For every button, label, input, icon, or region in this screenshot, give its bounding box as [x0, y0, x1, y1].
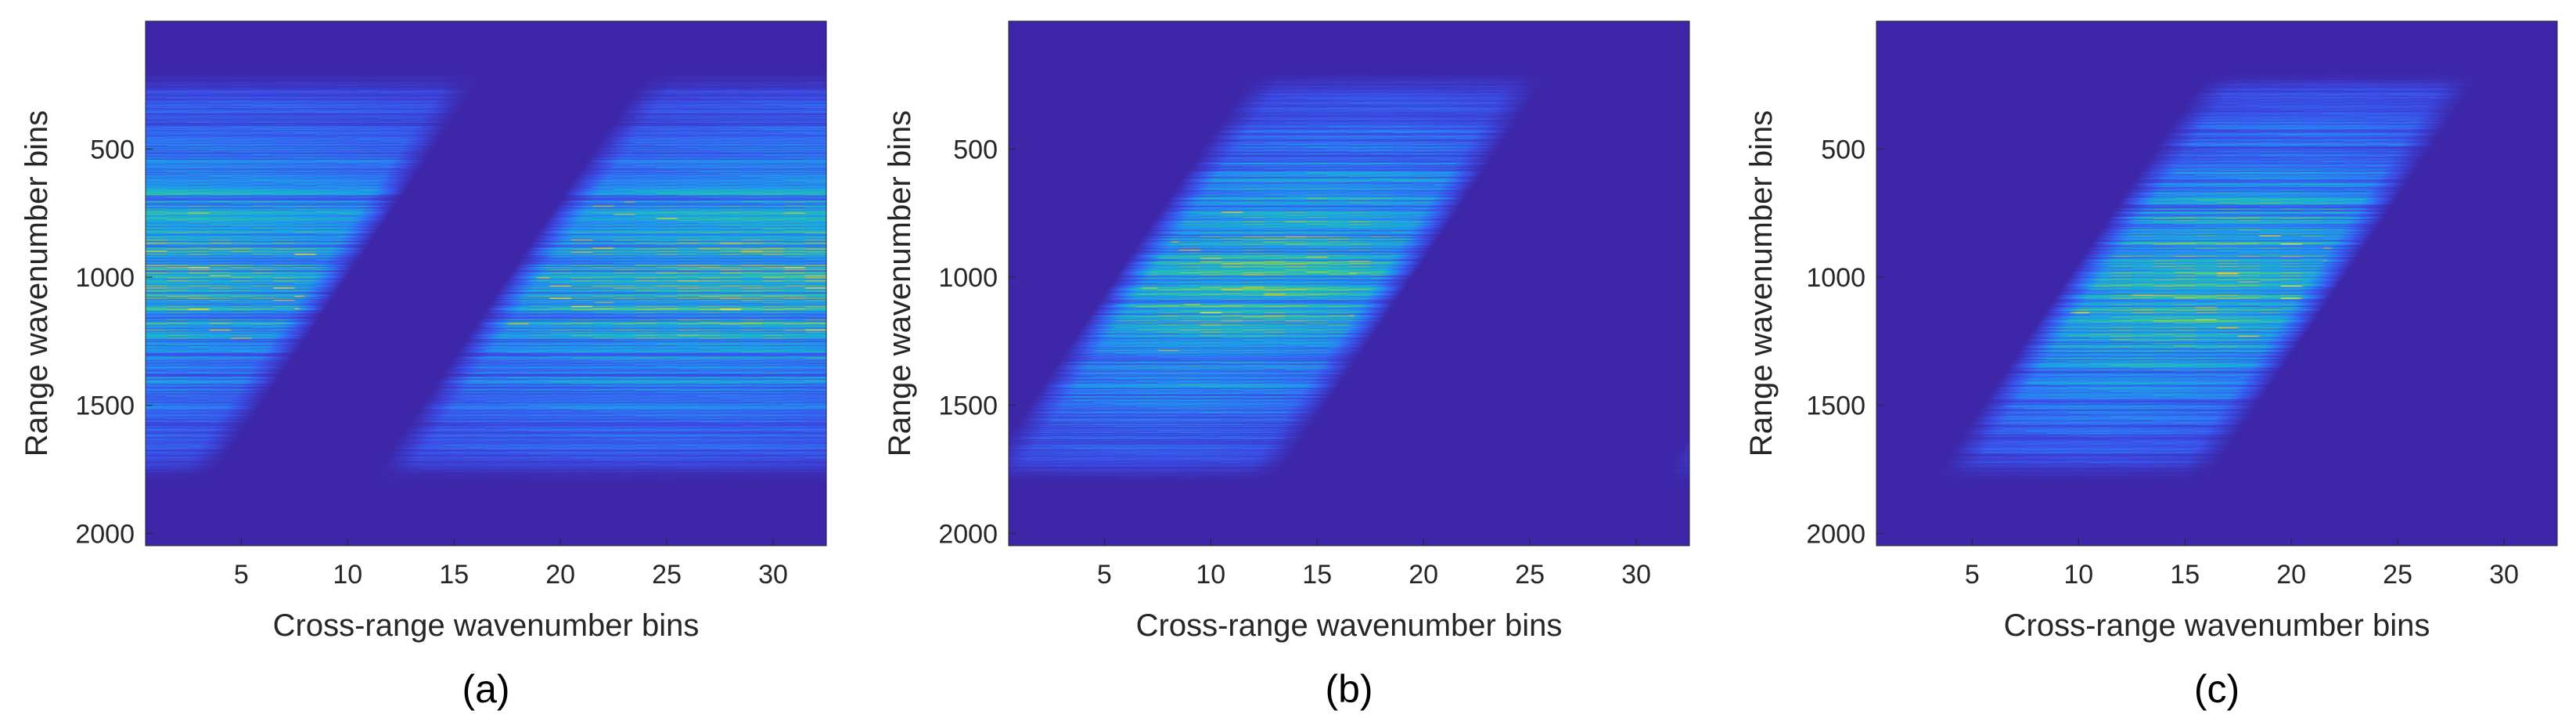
- plot-frame: [1876, 20, 2558, 546]
- x-tick-label: 15: [1302, 560, 1332, 590]
- y-axis-label: Range wavenumber bins: [883, 110, 917, 456]
- y-tick-label: 1000: [75, 263, 135, 293]
- x-axis-label: Cross-range wavenumber bins: [1136, 608, 1563, 643]
- panel-caption: (b): [1325, 667, 1373, 711]
- x-tick-label: 5: [1097, 560, 1112, 590]
- panel-a-svg: 5 10 15 20 25 30 500 1000 1500 2000 Cross-range …: [20, 20, 827, 711]
- panel-b: 5 10 15 20 25 30 500 1000 1500 2000 Cross-range …: [863, 0, 1724, 725]
- x-tick-label: 25: [1515, 560, 1545, 590]
- heatmap-image: [1009, 21, 1689, 546]
- y-tick-label: 2000: [75, 519, 135, 549]
- y-axis-label: Range wavenumber bins: [20, 110, 54, 456]
- y-tick-label: 2000: [938, 519, 998, 549]
- x-tick-label: 25: [652, 560, 682, 590]
- y-tick-label: 500: [953, 135, 998, 164]
- x-ticks: 5 10 15 20 25 30: [1965, 539, 2519, 590]
- y-tick-label: 500: [90, 135, 135, 164]
- x-axis-label: Cross-range wavenumber bins: [2004, 608, 2430, 643]
- y-tick-label: 500: [1821, 135, 1865, 164]
- x-tick-label: 5: [1965, 560, 1980, 590]
- panel-caption: (a): [462, 667, 509, 711]
- x-tick-label: 15: [439, 560, 469, 590]
- y-ticks: 500 1000 1500 2000: [75, 135, 153, 549]
- plot-frame: [1008, 20, 1690, 546]
- x-ticks: 5 10 15 20 25 30: [234, 539, 788, 590]
- y-tick-label: 1000: [938, 263, 998, 293]
- y-axis-label: Range wavenumber bins: [1744, 110, 1779, 456]
- x-ticks: 5 10 15 20 25 30: [1097, 539, 1651, 590]
- heatmap-image: [146, 21, 826, 546]
- panel-b-svg: 5 10 15 20 25 30 500 1000 1500 2000 Cross-range …: [883, 20, 1690, 711]
- panel-c-svg: 5 10 15 20 25 30 500 1000 1500 2000 Cross-range …: [1744, 20, 2558, 711]
- x-tick-label: 10: [2063, 560, 2093, 590]
- x-tick-label: 15: [2170, 560, 2200, 590]
- x-tick-label: 20: [545, 560, 575, 590]
- panel-c: 5 10 15 20 25 30 500 1000 1500 2000 Cross-range …: [1715, 0, 2576, 725]
- y-tick-label: 1500: [938, 391, 998, 421]
- y-tick-label: 2000: [1806, 519, 1865, 549]
- y-ticks: 500 1000 1500 2000: [1806, 135, 1883, 549]
- x-tick-label: 10: [1196, 560, 1225, 590]
- x-axis-label: Cross-range wavenumber bins: [273, 608, 700, 643]
- x-tick-label: 5: [234, 560, 249, 590]
- y-ticks: 500 1000 1500 2000: [938, 135, 1016, 549]
- x-tick-label: 10: [333, 560, 362, 590]
- y-tick-label: 1000: [1806, 263, 1865, 293]
- panel-a: 5 10 15 20 25 30 500 1000 1500 2000 Cross-range …: [0, 0, 861, 725]
- y-tick-label: 1500: [1806, 391, 1865, 421]
- panel-caption: (c): [2194, 667, 2240, 711]
- plot-frame: [145, 20, 827, 546]
- x-tick-label: 20: [2276, 560, 2306, 590]
- x-tick-label: 30: [1621, 560, 1651, 590]
- x-tick-label: 20: [1409, 560, 1438, 590]
- x-tick-label: 30: [758, 560, 788, 590]
- x-tick-label: 30: [2489, 560, 2519, 590]
- heatmap-image: [1876, 21, 2557, 546]
- y-tick-label: 1500: [75, 391, 135, 421]
- x-tick-label: 25: [2383, 560, 2412, 590]
